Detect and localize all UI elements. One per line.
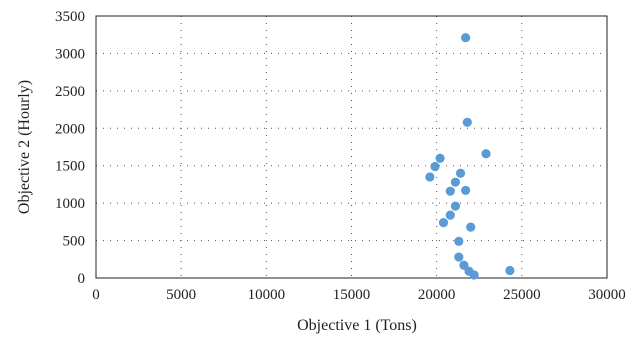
data-point — [481, 149, 491, 159]
x-tick-label: 30000 — [588, 287, 626, 303]
y-axis-title: Objective 2 (Hourly) — [16, 80, 33, 214]
data-point — [461, 185, 471, 196]
y-tick-label: 0 — [78, 271, 86, 287]
x-tick-label: 0 — [92, 287, 100, 303]
x-tick-label: 10000 — [248, 287, 286, 303]
grid — [96, 16, 607, 278]
data-point — [454, 252, 464, 262]
x-tick-label: 15000 — [333, 287, 371, 303]
data-point — [445, 186, 455, 196]
data-point — [466, 222, 476, 232]
data-point — [455, 168, 466, 178]
data-point — [462, 117, 472, 127]
data-points — [425, 33, 515, 280]
y-tick-label: 3000 — [55, 46, 85, 62]
data-point — [425, 172, 435, 182]
data-point — [450, 201, 461, 211]
y-tick-label: 500 — [63, 234, 86, 250]
data-point — [430, 161, 440, 172]
y-tick-label: 1000 — [55, 196, 85, 212]
data-point — [450, 177, 461, 187]
y-tick-label: 1500 — [55, 159, 85, 175]
y-tick-label: 3500 — [55, 9, 85, 25]
data-point — [435, 153, 445, 163]
y-tick-label: 2500 — [55, 84, 85, 100]
data-point — [445, 210, 455, 220]
plot-border — [95, 15, 608, 279]
data-point — [454, 236, 464, 246]
tick-labels: 0 5000 10000 15000 20000 25000 30000 0 500 1000 15… — [55, 9, 626, 303]
x-axis-title: Objective 1 (Tons) — [297, 317, 417, 334]
data-point — [461, 33, 471, 43]
x-tick-label: 20000 — [418, 287, 456, 303]
y-tick-label: 2000 — [55, 121, 85, 137]
data-point — [469, 270, 479, 280]
data-point — [459, 260, 469, 270]
x-tick-label: 25000 — [503, 287, 541, 303]
plot-frame — [95, 15, 608, 279]
data-point — [438, 218, 449, 228]
data-point — [505, 265, 515, 276]
x-tick-label: 5000 — [166, 287, 196, 303]
